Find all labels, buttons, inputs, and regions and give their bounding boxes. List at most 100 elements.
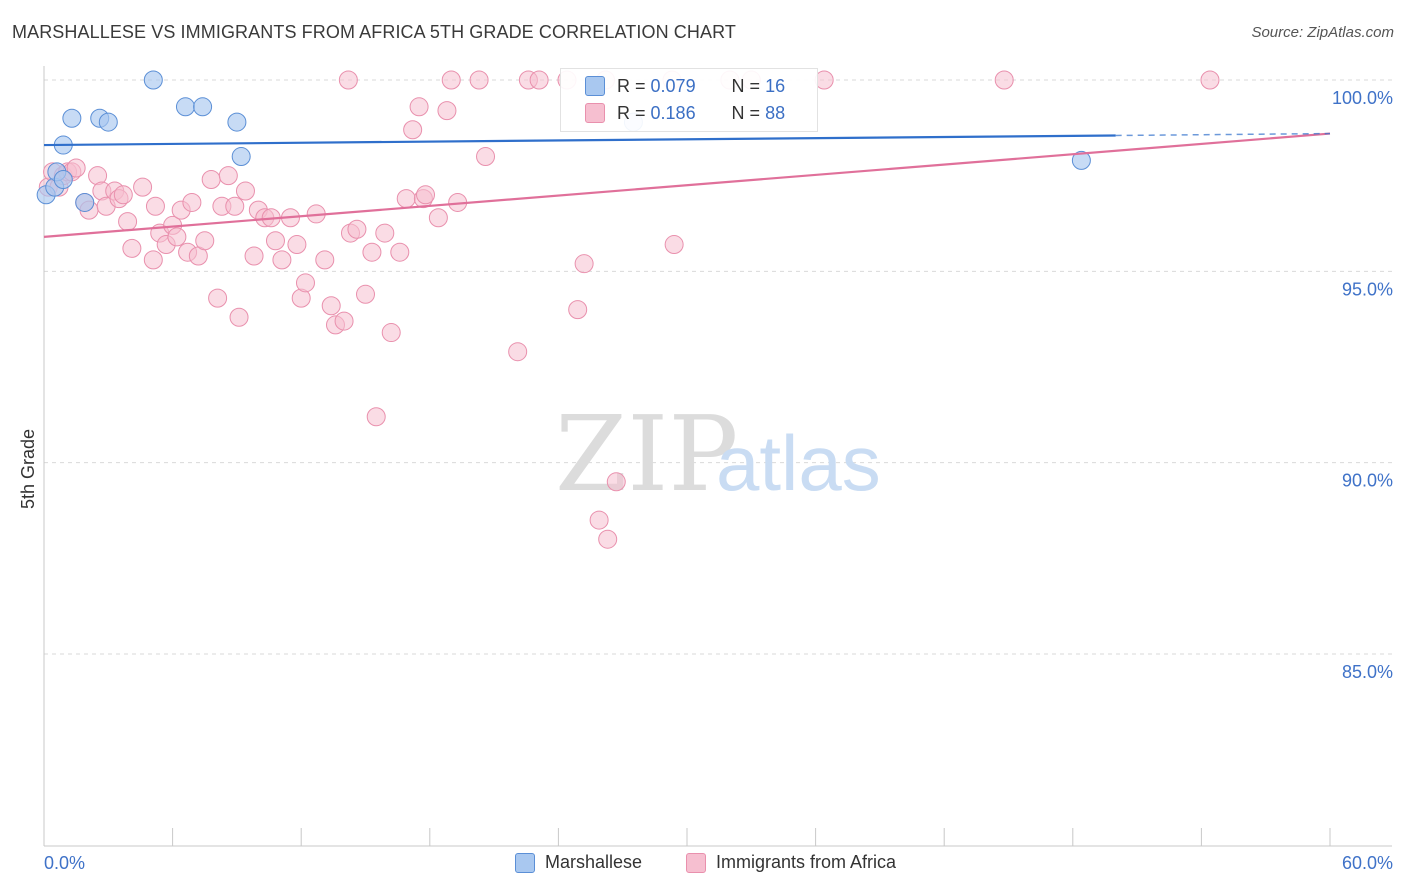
legend-r-value: 0.186	[650, 102, 696, 123]
data-point-immigrants	[403, 120, 423, 140]
legend-r-label: R =	[617, 75, 646, 96]
data-point-immigrants	[122, 238, 142, 258]
trendline-marshallese	[43, 134, 1116, 147]
data-point-marshallese	[98, 112, 118, 132]
data-point-marshallese	[143, 70, 163, 90]
legend-r-value: 0.079	[650, 75, 696, 96]
data-point-immigrants	[574, 254, 594, 274]
data-point-immigrants	[362, 242, 382, 262]
data-point-immigrants	[218, 166, 238, 186]
y-tick-label: 95.0%	[1342, 279, 1393, 299]
data-point-immigrants	[416, 185, 436, 205]
data-point-immigrants	[390, 242, 410, 262]
legend-swatch-immigrants	[686, 852, 706, 873]
watermark-zip: ZIP	[555, 393, 738, 515]
data-point-immigrants	[244, 246, 264, 266]
data-point-immigrants	[441, 70, 461, 90]
legend-n-label: N =	[731, 102, 761, 123]
data-point-marshallese	[1071, 150, 1091, 170]
data-point-marshallese	[231, 147, 251, 167]
series-marshallese	[36, 70, 1091, 212]
data-point-immigrants	[66, 158, 86, 178]
data-point-immigrants	[469, 70, 489, 90]
data-point-immigrants	[664, 235, 684, 255]
data-point-marshallese	[53, 169, 73, 189]
data-point-immigrants	[321, 296, 341, 316]
y-tick-label: 100.0%	[1332, 88, 1393, 108]
data-point-marshallese	[193, 97, 213, 117]
data-point-immigrants	[118, 212, 138, 232]
data-point-marshallese	[75, 192, 95, 212]
data-point-immigrants	[143, 250, 163, 270]
legend-r-label: R =	[617, 102, 646, 123]
legend-n-value: 16	[765, 75, 786, 96]
axes	[43, 66, 1392, 847]
chart-title: MARSHALLESE VS IMMIGRANTS FROM AFRICA 5T…	[12, 22, 736, 42]
trendline-marshallese-extension	[1115, 132, 1331, 137]
data-point-immigrants	[589, 510, 609, 530]
watermark: ZIP atlas	[555, 393, 881, 515]
data-point-immigrants	[381, 323, 401, 343]
data-point-immigrants	[195, 231, 215, 251]
grid-lines: 85.0% 90.0% 95.0% 100.0%	[44, 79, 1393, 682]
legend-label-marshallese: Marshallese	[545, 852, 643, 872]
data-point-immigrants	[315, 250, 335, 270]
data-point-immigrants	[366, 407, 386, 427]
series-immigrants-from-africa	[38, 70, 1220, 549]
data-point-immigrants	[476, 147, 496, 167]
data-point-immigrants	[338, 70, 358, 90]
x-tick-label-min: 0.0%	[44, 853, 85, 873]
data-point-immigrants	[113, 185, 133, 205]
data-point-immigrants	[606, 472, 626, 492]
source-label: Source: ZipAtlas.com	[1251, 24, 1394, 41]
data-point-immigrants	[508, 342, 528, 362]
data-point-immigrants	[334, 311, 354, 331]
data-point-marshallese	[62, 108, 82, 128]
legend-swatch-pink	[585, 103, 605, 123]
data-point-immigrants	[396, 189, 416, 209]
data-point-immigrants	[347, 219, 367, 239]
data-point-immigrants	[529, 70, 549, 90]
legend-swatch-marshallese	[515, 852, 535, 873]
data-point-immigrants	[133, 177, 153, 197]
data-point-immigrants	[145, 196, 165, 216]
data-point-marshallese	[227, 112, 247, 132]
data-point-immigrants	[437, 101, 457, 121]
data-point-immigrants	[272, 250, 292, 270]
data-point-immigrants	[208, 288, 228, 308]
series-legend: Marshallese Immigrants from Africa	[0, 852, 1406, 878]
trend-lines	[43, 132, 1331, 238]
data-point-marshallese	[175, 97, 195, 117]
correlation-legend: R = 0.079 N = 16 R = 0.186 N = 88	[560, 68, 818, 132]
data-point-immigrants	[225, 196, 245, 216]
legend-n-label: N =	[731, 75, 761, 96]
y-axis-label: 5th Grade	[18, 429, 38, 509]
watermark-atlas: atlas	[716, 419, 881, 507]
data-point-immigrants	[1200, 70, 1220, 90]
data-point-immigrants	[229, 307, 249, 327]
data-point-immigrants	[182, 192, 202, 212]
data-point-immigrants	[201, 169, 221, 189]
data-point-immigrants	[287, 235, 307, 255]
y-tick-label: 85.0%	[1342, 662, 1393, 682]
data-point-immigrants	[295, 273, 315, 293]
data-point-immigrants	[994, 70, 1014, 90]
data-point-immigrants	[356, 284, 375, 304]
data-point-immigrants	[235, 181, 255, 201]
legend-swatch-blue	[585, 76, 605, 96]
legend-label-immigrants-from-africa: Immigrants from Africa	[716, 852, 897, 872]
data-point-immigrants	[568, 300, 588, 320]
legend-row-immigrants: R = 0.186 N = 88	[585, 100, 785, 126]
data-point-immigrants	[375, 223, 395, 243]
data-point-immigrants	[265, 231, 285, 251]
legend-n-value: 88	[765, 102, 786, 123]
x-tick-label-max: 60.0%	[1342, 853, 1393, 873]
legend-item-immigrants-from-africa[interactable]: Immigrants from Africa	[686, 852, 896, 873]
data-point-immigrants	[598, 529, 618, 549]
legend-item-marshallese[interactable]: Marshallese	[515, 852, 642, 873]
data-point-immigrants	[167, 227, 187, 247]
data-point-immigrants	[409, 97, 429, 117]
trendline-immigrants	[43, 132, 1331, 238]
y-tick-label: 90.0%	[1342, 471, 1393, 491]
